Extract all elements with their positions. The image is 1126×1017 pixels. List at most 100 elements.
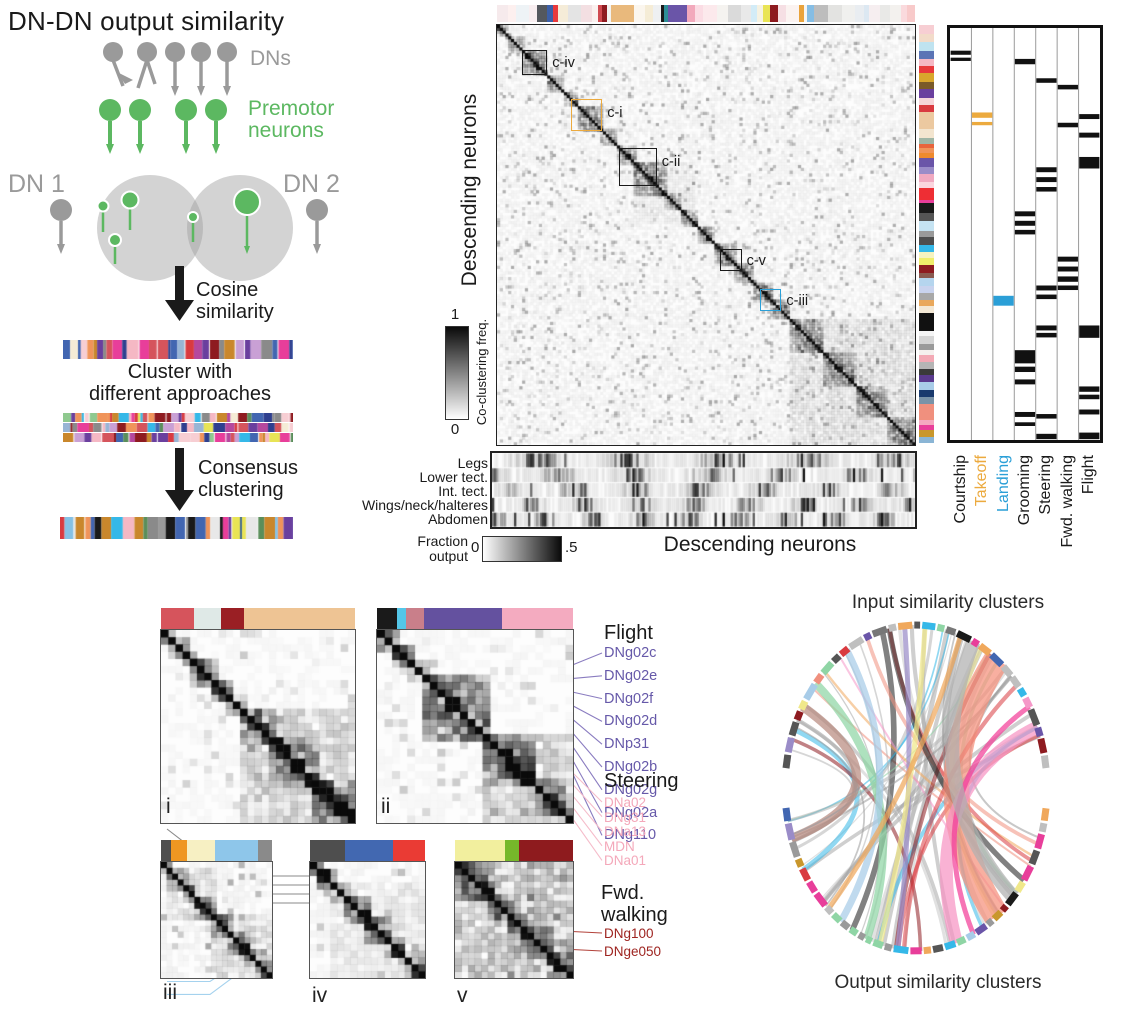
strip-segment (215, 840, 258, 861)
panel-v-color-strip (455, 840, 573, 861)
strip-segment (786, 5, 800, 22)
strip-segment (919, 81, 934, 90)
behavior-label-fwd-walking: Fwd. walking (1058, 455, 1076, 548)
behavior-label-grooming: Grooming (1016, 455, 1033, 526)
dn-output-venn-diagram (50, 175, 328, 281)
strip-segment (652, 5, 661, 22)
panel-v-heatmap (454, 861, 574, 979)
row-label-legs: Legs (457, 455, 488, 471)
strip-segment (547, 5, 554, 22)
strip-segment (919, 429, 934, 438)
cluster-box-c-iii (759, 289, 782, 311)
coclustering-colorbar-max: 1 (450, 306, 460, 323)
strip-segment (803, 5, 808, 22)
strip-segment (814, 5, 829, 22)
strip-segment (919, 404, 934, 420)
cluster-approach-bar-3 (63, 433, 293, 442)
strip-segment (919, 66, 934, 73)
strip-segment (597, 5, 603, 22)
dn-label-DNg100: DNg100 (604, 926, 654, 941)
strip-segment (740, 5, 752, 22)
strip-segment (919, 129, 934, 139)
strip-segment (581, 5, 592, 22)
cluster-approach-bar-1 (63, 413, 293, 422)
strip-segment (919, 72, 934, 82)
strip-segment (919, 397, 934, 405)
strip-segment (667, 5, 687, 22)
premotor-neurons-icon (99, 99, 227, 154)
strip-segment (919, 312, 934, 331)
strip-segment (919, 272, 934, 279)
strip-segment (869, 5, 880, 22)
strip-segment (919, 41, 934, 51)
strip-segment (424, 608, 503, 630)
strip-segment (919, 181, 934, 189)
strip-segment (919, 152, 934, 159)
strip-segment (591, 5, 598, 22)
dn-label-DNa13: DNa13 (604, 824, 647, 840)
strip-segment (906, 5, 916, 22)
matrix-x-axis-label: Descending neurons (663, 533, 857, 556)
strip-segment (919, 437, 934, 444)
coclustering-colorbar-label: Co-clustering freq. (474, 318, 489, 426)
strip-segment (919, 361, 934, 369)
consensus-label-line1: Consensus (198, 457, 299, 479)
strip-segment (607, 5, 611, 22)
strip-segment (703, 5, 718, 22)
strip-segment (919, 258, 934, 266)
matrix-y-axis-label: Descending neurons (458, 93, 481, 287)
strip-segment (310, 840, 345, 861)
strip-segment (257, 840, 273, 861)
strip-segment (515, 5, 529, 22)
strip-segment (396, 608, 407, 630)
strip-segment (919, 230, 934, 238)
cluster-box-label-c-v: c-v (746, 252, 766, 269)
fraction-colorbar (482, 536, 562, 562)
coclustering-colorbar-min: 0 (450, 421, 460, 438)
strip-segment (919, 425, 934, 430)
dn-label-DNg110: DNg110 (604, 827, 657, 844)
cluster-text-line1: Cluster with (127, 361, 233, 383)
strip-segment (392, 840, 425, 861)
strip-segment (919, 349, 934, 356)
strip-segment (727, 5, 741, 22)
strip-segment (502, 608, 573, 630)
strip-segment (455, 840, 505, 861)
panel-ii-heatmap (376, 629, 574, 824)
dn1-label: DN 1 (8, 170, 65, 198)
strip-segment (828, 5, 843, 22)
coclustering-colorbar (445, 326, 469, 420)
strip-segment (518, 840, 573, 861)
strip-segment (919, 173, 934, 182)
strip-segment (919, 381, 934, 390)
row-label-wings-neck-halteres: Wings/neck/halteres (361, 497, 488, 513)
strip-segment (919, 419, 934, 426)
dn-label-DNg02d: DNg02d (604, 713, 658, 730)
premotor-label-line1: Premotor (248, 97, 335, 120)
strip-segment (919, 355, 934, 362)
strip-segment (919, 245, 934, 252)
cluster-box-label-c-ii: c-ii (661, 154, 681, 171)
strip-segment (919, 138, 934, 144)
strip-segment (186, 840, 216, 861)
strip-segment (919, 25, 934, 34)
dns-label: DNs (250, 47, 291, 70)
strip-segment (694, 5, 704, 22)
strip-segment (919, 33, 934, 42)
strip-segment (919, 330, 934, 337)
cluster-box-c-v (720, 249, 742, 271)
input-output-chord-diagram (782, 621, 1050, 955)
strip-segment (717, 5, 728, 22)
strip-segment (919, 188, 934, 200)
cluster-box-label-c-iv: c-iv (552, 54, 575, 71)
fraction-output-label-line1: Fraction (417, 533, 468, 549)
strip-segment (919, 111, 934, 130)
strip-segment (799, 5, 804, 22)
strip-segment (919, 306, 934, 313)
dn-label-DNg02a: DNg02a (604, 804, 658, 821)
dn-label-DNg02f: DNg02f (604, 690, 654, 707)
strip-segment (644, 5, 653, 22)
behavior-label-steering: Steering (1037, 455, 1055, 515)
strip-segment (602, 5, 608, 22)
